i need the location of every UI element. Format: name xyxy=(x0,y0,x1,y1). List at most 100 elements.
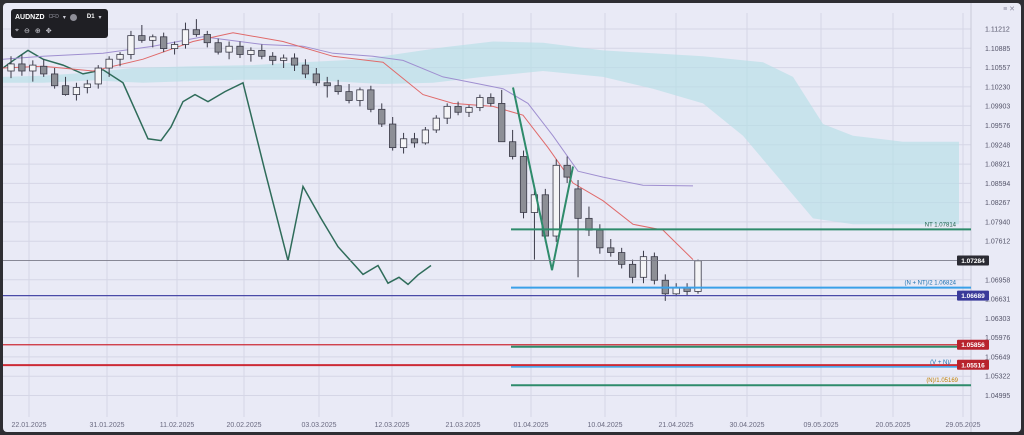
candle xyxy=(541,188,549,242)
y-tick-label: 1.08267 xyxy=(985,200,1010,207)
y-tick-label: 1.05649 xyxy=(985,354,1010,361)
timeframe-label[interactable]: D1 xyxy=(86,14,95,20)
candle xyxy=(356,87,364,107)
candle xyxy=(72,82,81,101)
y-tick-label: 1.09903 xyxy=(985,104,1010,111)
y-tick-label: 1.06631 xyxy=(985,297,1010,304)
settings-dot-icon[interactable] xyxy=(69,13,77,21)
symbol-suffix: CFD xyxy=(48,14,59,20)
candle xyxy=(476,94,484,112)
v-n-level-label: (V + N)/ xyxy=(930,360,951,366)
y-tick-label: 1.10230 xyxy=(985,84,1010,91)
x-tick-label: 09.05.2025 xyxy=(803,422,838,429)
candle xyxy=(552,159,560,242)
candle xyxy=(116,52,124,67)
move-icon[interactable]: ✥ xyxy=(45,27,52,35)
zoom-out-icon[interactable]: ⊖ xyxy=(23,27,30,35)
current-price-badge-text: 1.07284 xyxy=(961,258,985,265)
y-tick-label: 1.08921 xyxy=(985,162,1010,169)
candle xyxy=(367,85,375,113)
candle xyxy=(149,34,157,48)
price-chart[interactable]: 22.01.2025 31.01.2025 11.02.2025 20.02.2025… xyxy=(3,3,1021,432)
candle xyxy=(160,32,168,53)
x-tick-label: 20.02.2025 xyxy=(226,422,261,429)
candle xyxy=(312,68,320,86)
chevron-down-icon[interactable]: ▾ xyxy=(62,14,66,21)
candle xyxy=(203,30,211,48)
n-nt-level-label: (N + NT)/2 1.06824 xyxy=(904,281,956,287)
candle xyxy=(607,238,615,257)
candle xyxy=(443,103,451,125)
y-tick-label: 1.06958 xyxy=(985,277,1010,284)
x-tick-label: 03.03.2025 xyxy=(301,422,336,429)
candle xyxy=(519,150,528,219)
candle xyxy=(323,76,331,98)
x-tick-label: 30.04.2025 xyxy=(729,422,764,429)
y-tick-label: 1.04995 xyxy=(985,393,1010,400)
red-level-badge-1-text: 1.05856 xyxy=(961,342,985,349)
candle xyxy=(432,115,440,133)
x-tick-label: 29.05.2025 xyxy=(945,422,980,429)
x-tick-label: 01.04.2025 xyxy=(513,422,548,429)
x-tick-label: 12.03.2025 xyxy=(374,422,409,429)
y-tick-label: 1.07940 xyxy=(985,219,1010,226)
window-controls[interactable]: ≡ ✕ xyxy=(1003,6,1015,13)
y-tick-label: 1.05322 xyxy=(985,374,1010,381)
candle xyxy=(487,93,495,107)
chevron-down-icon[interactable]: ▾ xyxy=(98,14,102,21)
candle xyxy=(301,59,310,79)
candle xyxy=(225,41,233,60)
candle xyxy=(378,103,386,127)
candle xyxy=(127,30,135,60)
y-tick-label: 1.09248 xyxy=(985,142,1010,149)
candle xyxy=(290,53,299,71)
candle xyxy=(170,41,179,55)
n-level-label: (N)/1.05169 xyxy=(926,378,958,384)
candle xyxy=(410,132,419,148)
candle xyxy=(650,252,658,285)
candle xyxy=(7,56,15,79)
chart-area[interactable]: 22.01.2025 31.01.2025 11.02.2025 20.02.2025… xyxy=(3,3,1021,432)
chart-toolbar: AUDNZD CFD ▾ D1 ▾ ⌖ ⊖ ⊕ ✥ xyxy=(11,9,108,38)
y-tick-label: 1.10885 xyxy=(985,46,1010,53)
y-tick-label: 1.08594 xyxy=(985,181,1010,188)
candle xyxy=(40,59,48,77)
y-tick-label: 1.11212 xyxy=(985,27,1010,34)
x-tick-label: 10.04.2025 xyxy=(587,422,622,429)
y-tick-label: 1.10557 xyxy=(985,65,1010,72)
candle xyxy=(61,76,70,96)
candle xyxy=(509,129,517,160)
candle xyxy=(399,132,408,154)
candle xyxy=(280,54,288,69)
current-price-badge xyxy=(957,255,989,266)
y-tick-label: 1.06303 xyxy=(985,316,1010,323)
candle xyxy=(94,65,102,89)
x-tick-label: 22.01.2025 xyxy=(11,422,46,429)
candle xyxy=(389,116,397,151)
candle xyxy=(192,19,200,37)
candle xyxy=(214,38,222,55)
red-level-badge-1 xyxy=(957,339,989,350)
n-wave-pattern xyxy=(512,87,574,271)
candle xyxy=(345,83,353,104)
x-tick-label: 21.04.2025 xyxy=(658,422,693,429)
candle xyxy=(258,44,266,60)
candle xyxy=(683,283,691,295)
red-level-badge-2 xyxy=(957,359,989,370)
candle xyxy=(247,47,255,62)
pointer-icon[interactable]: ⌖ xyxy=(15,26,19,34)
candle xyxy=(269,52,277,66)
nt-level-label: NT 1.07814 xyxy=(925,222,957,228)
red-level-badge-2-text: 1.05516 xyxy=(961,362,985,369)
tenkan-sen xyxy=(3,32,694,260)
candle xyxy=(628,259,637,284)
candle xyxy=(83,79,91,94)
ichimoku-cloud xyxy=(3,41,959,225)
support-price-badge-text: 1.06689 xyxy=(961,293,985,300)
zoom-in-icon[interactable]: ⊕ xyxy=(34,27,41,35)
candle xyxy=(618,247,626,269)
candle xyxy=(672,283,680,297)
symbol-label[interactable]: AUDNZD xyxy=(15,13,45,21)
support-price-badge xyxy=(957,290,989,301)
x-tick-label: 31.01.2025 xyxy=(89,422,124,429)
